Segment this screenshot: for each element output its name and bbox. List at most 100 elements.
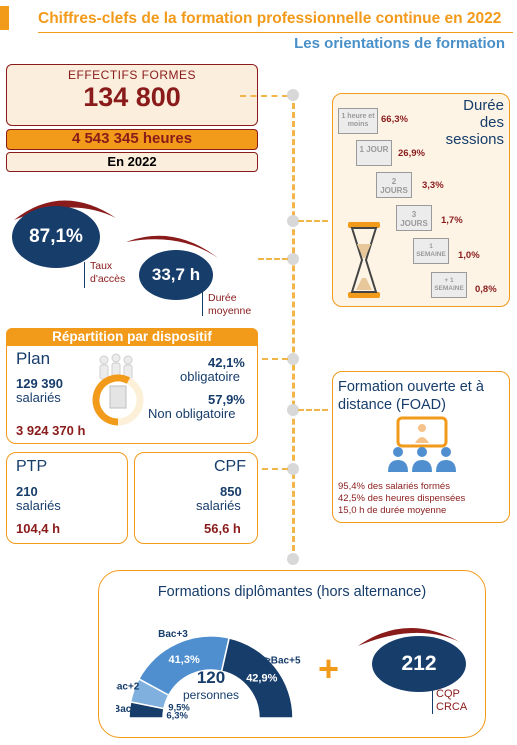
plan-non-obligatoire-pct: 57,9% [208, 392, 245, 407]
foad-stat-salaries: 95,4% des salariés formés [338, 481, 450, 492]
cpf-name: CPF [214, 458, 246, 475]
gauge-category-label-2: Bac+2 [116, 682, 140, 693]
session-plus1semaine-value: 0,8% [475, 284, 497, 295]
hourglass-icon [348, 222, 380, 298]
timeline-node [287, 404, 299, 416]
ptp-hours: 104,4 h [16, 521, 61, 536]
page-title: Chiffres-clefs de la formation professio… [38, 10, 502, 27]
timeline-connector [262, 358, 288, 360]
foad-stat-duree: 15,0 h de durée moyenne [338, 505, 447, 516]
effectifs-hours: 4 543 345 heures [6, 129, 258, 150]
effectifs-year: En 2022 [6, 152, 258, 172]
timeline-node [287, 215, 299, 227]
ptp-panel [6, 452, 128, 544]
calendar-3jours-icon: 3 JOURS [396, 205, 432, 231]
ptp-name: PTP [16, 458, 48, 475]
foad-stat-heures: 42,5% des heures dispensées [338, 493, 466, 504]
cpf-hours: 56,6 h [204, 521, 241, 536]
ptp-salaries-label: salariés [16, 498, 61, 513]
plan-ring-arc [92, 374, 131, 426]
cpf-salaries-label: salariés [196, 498, 241, 513]
effectifs-value: 134 800 [83, 82, 181, 112]
title-underline [38, 32, 513, 33]
calendar-1jour-icon: 1 JOUR [356, 140, 392, 166]
timeline-node [287, 89, 299, 101]
timeline-node [287, 253, 299, 265]
session-1semaine-value: 1,0% [458, 250, 480, 261]
building-icon [109, 385, 127, 409]
gauge-pct-label-4: 42,9% [246, 672, 277, 684]
session-3jours-value: 1,7% [441, 215, 463, 226]
calendar-1h-icon: 1 heure et moins [338, 108, 378, 134]
session-1h-value: 66,3% [381, 114, 408, 125]
foad-title-line2: distance (FOAD) [338, 397, 446, 413]
effectifs-box: Effectifs formes 134 800 [6, 64, 258, 126]
gauge-segment-4 [220, 637, 294, 719]
cpf-panel [134, 452, 258, 544]
plan-non-obligatoire-label: Non obligatoire [148, 406, 236, 421]
diplomantes-gauge: 6,3% ≤Bac 9,5% Bac+2 41,3% Bac+3 42,9% ≥Bac+5 [116, 629, 301, 722]
timeline-connector [298, 220, 328, 222]
header-accent-bar [0, 6, 9, 30]
effectifs-label: Effectifs formes [68, 68, 196, 82]
plan-name: Plan [16, 349, 51, 368]
timeline-connector [258, 258, 288, 260]
timeline-node [287, 353, 299, 365]
taux-acces-label: Taux d'accès [90, 260, 125, 286]
cqp-label-line1: CQP [436, 688, 460, 700]
cqp-bubble: 212 [372, 636, 466, 692]
timeline-connector [262, 468, 288, 470]
cpf-salaries-value: 850 [220, 484, 242, 499]
taux-acces-bubble: 87,1% [12, 206, 100, 268]
duree-sessions-title: Durée des sessions [440, 97, 504, 148]
foad-title: Formation ouverte et à distance (FOAD) [338, 378, 484, 414]
plan-salaries-label: salariés [16, 390, 61, 405]
calendar-2jours-icon: 2 JOURS [376, 172, 412, 198]
page-subtitle: Les orientations de formation [294, 35, 505, 52]
calendar-plus1semaine-icon: + 1 SEMAINE [431, 272, 467, 298]
gauge-pct-label-3: 41,3% [169, 654, 200, 666]
session-2jours-value: 3,3% [422, 180, 444, 191]
plan-hours: 3 924 370 h [16, 423, 86, 438]
diplomantes-total-label: personnes [182, 688, 240, 702]
duree-moyenne-label-line1: Durée [208, 292, 237, 304]
repartition-title: Répartition par dispositif [6, 328, 258, 346]
gauge-category-label-4: ≥Bac+5 [265, 656, 301, 667]
timeline-node [287, 553, 299, 565]
cqp-pointer [432, 686, 433, 714]
calendar-1semaine-icon: 1 SEMAINE [413, 238, 449, 264]
cqp-label-line2: CRCA [436, 701, 468, 713]
plan-ring-chart [92, 353, 144, 426]
duree-sessions-title-line3: sessions [445, 131, 504, 148]
gauge-category-label-1: ≤Bac [116, 704, 132, 715]
taux-acces-label-line1: Taux [90, 260, 113, 272]
duree-moyenne-bubble: 33,7 h [139, 250, 213, 300]
plan-salaries-value: 129 390 [16, 376, 63, 391]
taux-acces-label-line2: d'accès [90, 273, 126, 285]
foad-title-line1: Formation ouverte et à [338, 379, 484, 395]
duree-sessions-title-line2: des [479, 114, 504, 131]
gauge-pct-label-2: 9,5% [168, 702, 190, 713]
duree-moyenne-label-line2: moyenne [208, 305, 252, 317]
diplomantes-total-value: 120 [196, 668, 226, 687]
plan-obligatoire-pct: 42,1% [208, 355, 245, 370]
plan-obligatoire-label: obligatoire [180, 369, 240, 384]
plus-icon: + [318, 648, 340, 689]
gauge-pct-label-1: 6,3% [166, 711, 188, 722]
remote-class-icon [388, 416, 456, 472]
cqp-label: CQP CRCA [436, 688, 467, 714]
timeline-connector [298, 409, 328, 411]
duree-moyenne-label: Durée moyenne [208, 292, 251, 318]
taux-acces-pointer [84, 262, 85, 288]
foad-stats: 95,4% des salariés formés 42,5% des heur… [338, 481, 465, 517]
timeline-line [292, 94, 295, 560]
diplomantes-title: Formations diplômantes (hors alternance) [157, 584, 427, 600]
duree-moyenne-pointer [202, 290, 203, 316]
timeline-node [287, 463, 299, 475]
swoosh-icon [126, 235, 218, 258]
session-1jour-value: 26,9% [398, 148, 425, 159]
duree-sessions-title-line1: Durée [463, 97, 504, 114]
people-icon [99, 353, 133, 380]
timeline-connector [240, 95, 288, 97]
ptp-salaries-value: 210 [16, 484, 38, 499]
